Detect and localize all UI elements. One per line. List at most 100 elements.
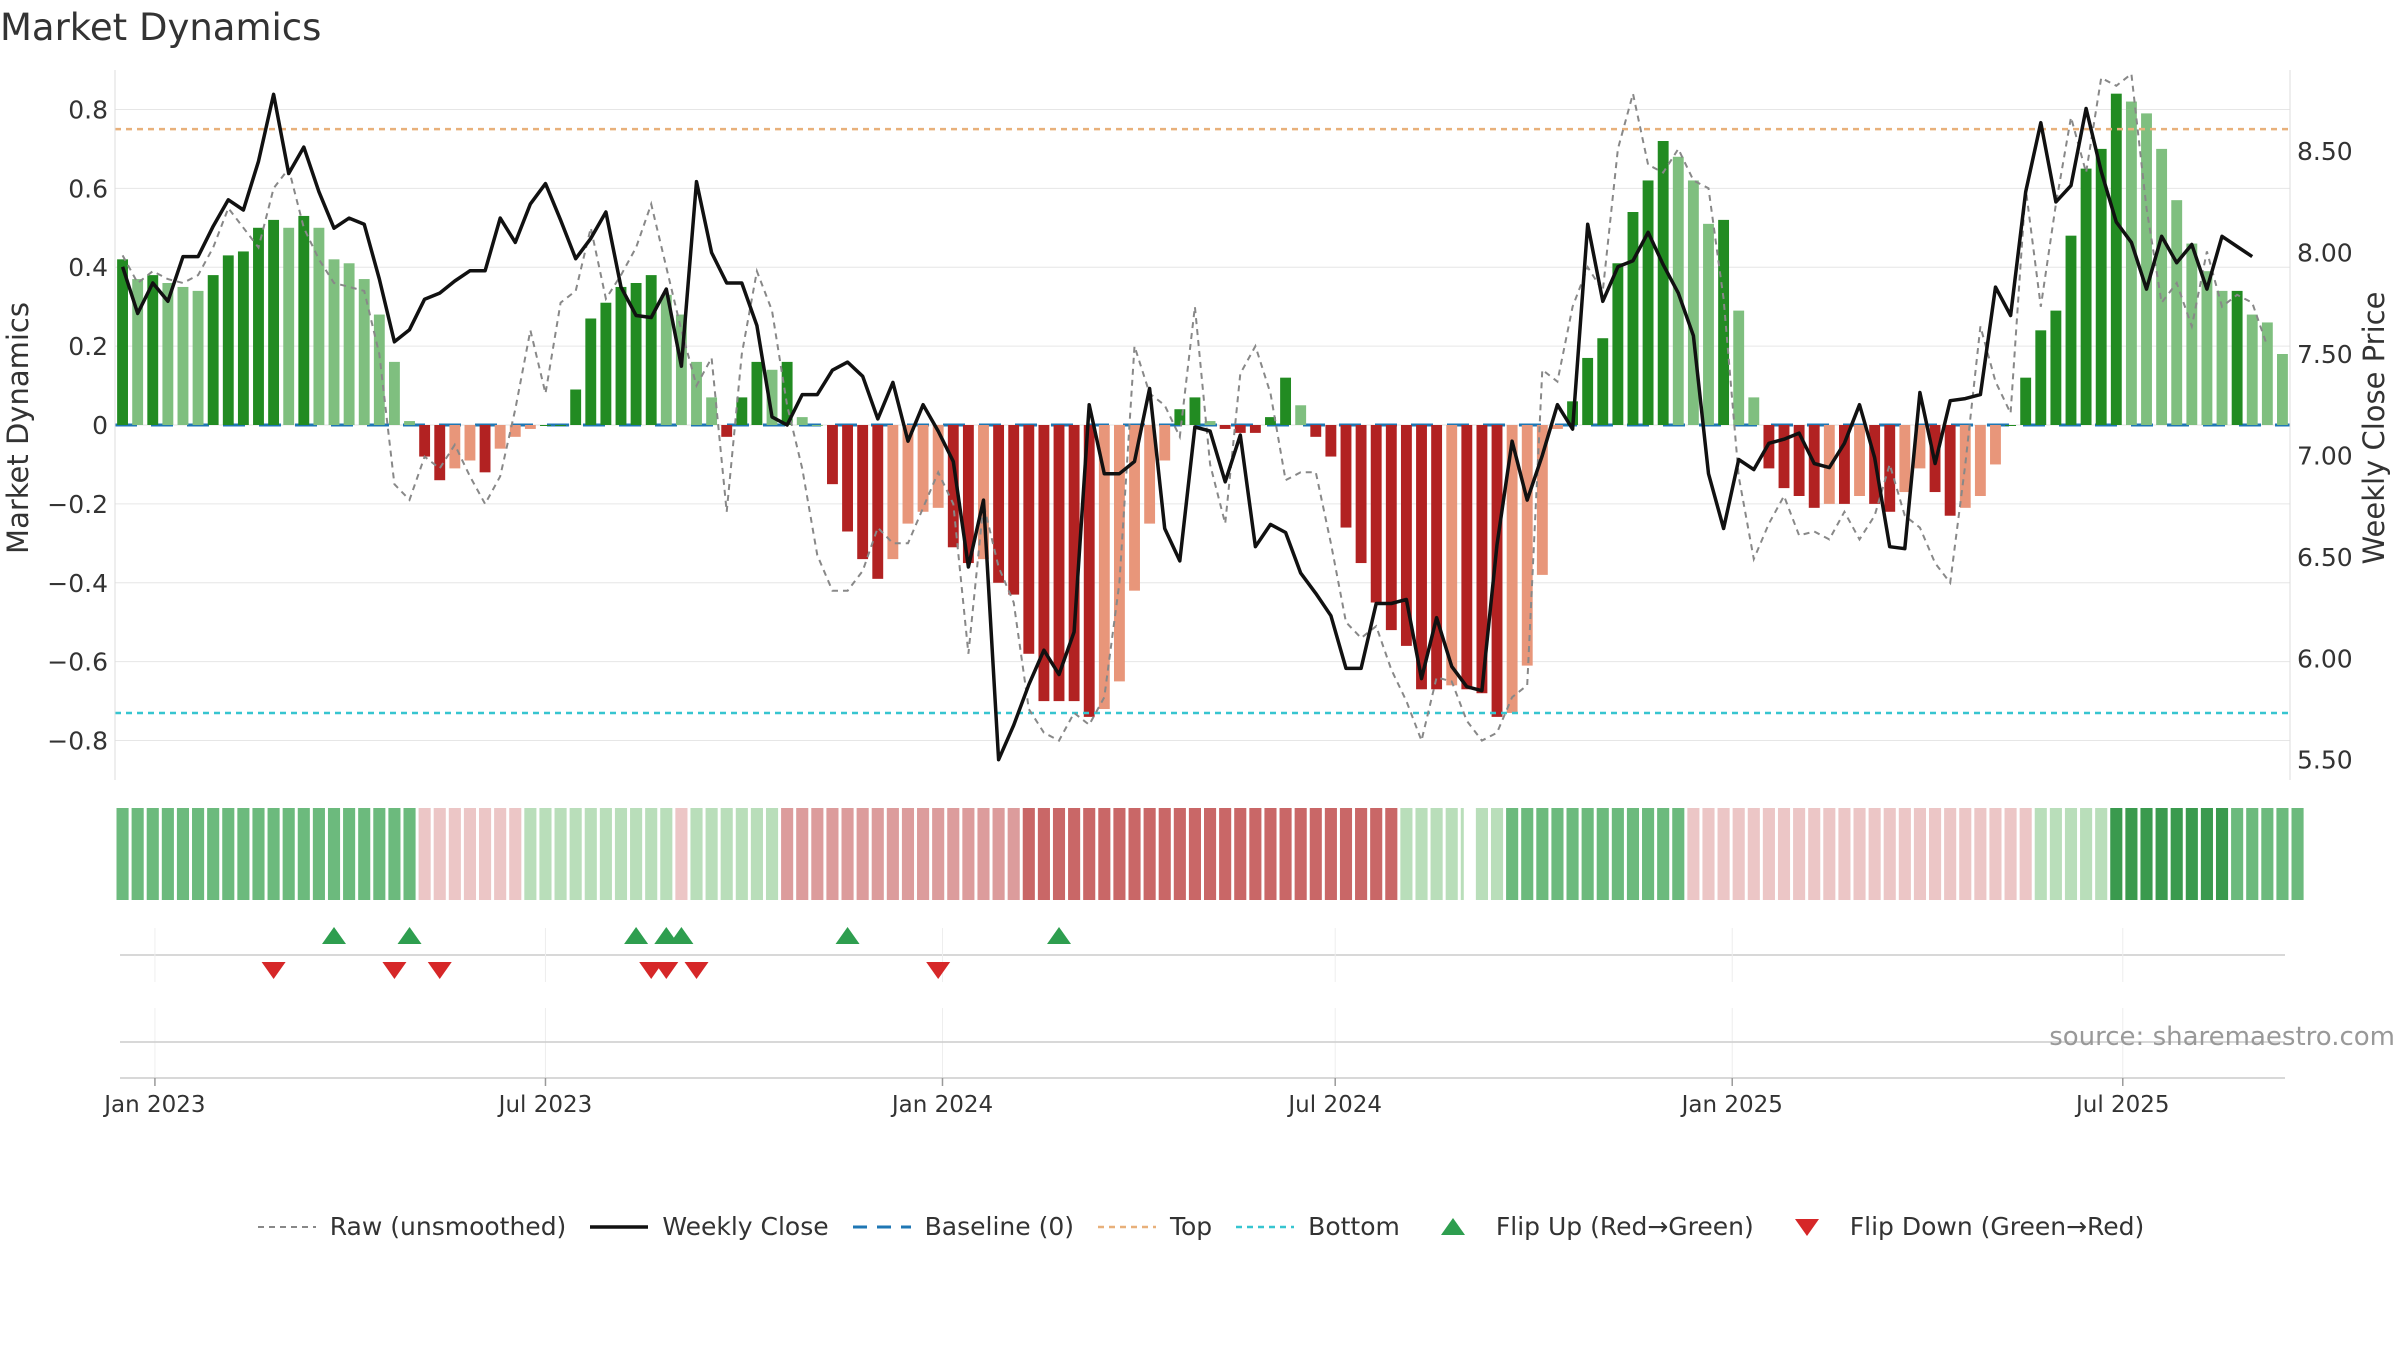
dynamics-bar bbox=[509, 425, 521, 437]
dynamics-bar bbox=[117, 259, 128, 425]
regime-cell bbox=[1596, 808, 1609, 900]
dynamics-bar bbox=[1838, 425, 1850, 504]
legend-swatch-raw bbox=[257, 1225, 316, 1228]
regime-cell bbox=[1475, 808, 1488, 900]
legend-label: Flip Down (Green→Red) bbox=[1849, 1212, 2145, 1241]
regime-cell bbox=[1913, 808, 1926, 900]
x-tick-label: Jan 2025 bbox=[1680, 1092, 1783, 1118]
regime-cell bbox=[901, 808, 915, 900]
dynamics-bar bbox=[1491, 425, 1503, 717]
dynamics-bar bbox=[253, 227, 264, 425]
dynamics-bar bbox=[1098, 425, 1110, 709]
dynamics-bar bbox=[1552, 425, 1563, 429]
regime-cell bbox=[1370, 808, 1383, 900]
regime-cell bbox=[796, 808, 809, 900]
regime-cell bbox=[1264, 808, 1277, 900]
regime-cell bbox=[1219, 808, 1232, 900]
regime-cell bbox=[2185, 808, 2198, 900]
dynamics-bar bbox=[2277, 354, 2288, 425]
regime-cell bbox=[871, 808, 884, 900]
flip-down-marker bbox=[926, 962, 951, 979]
regime-cell bbox=[917, 808, 930, 900]
regime-cell bbox=[992, 808, 1005, 900]
dynamics-bar bbox=[1083, 425, 1095, 717]
dynamics-bar bbox=[872, 425, 884, 579]
dynamics-bar bbox=[2050, 310, 2062, 425]
dynamics-bar bbox=[585, 318, 597, 425]
raw-series bbox=[121, 72, 2269, 744]
dynamics-bar bbox=[1400, 425, 1412, 646]
flip-up-marker bbox=[1047, 927, 1072, 944]
regime-cell bbox=[2034, 808, 2047, 900]
dynamics-bar bbox=[540, 425, 551, 426]
regime-cell bbox=[2215, 808, 2229, 900]
dynamics-bar bbox=[464, 425, 476, 461]
dynamics-bar bbox=[1793, 425, 1805, 496]
dynamics-bar bbox=[524, 425, 536, 429]
y-tick-label: −0.6 bbox=[47, 648, 108, 677]
legend-swatch-top bbox=[1097, 1225, 1156, 1228]
regime-cell bbox=[1853, 808, 1866, 900]
regime-cell bbox=[2125, 808, 2138, 900]
legend-item-close: Weekly Close bbox=[588, 1212, 829, 1241]
y2-tick-label: 8.50 bbox=[2297, 137, 2353, 166]
regime-cell bbox=[1929, 808, 1942, 900]
regime-cell bbox=[2170, 808, 2183, 900]
dynamics-bar bbox=[660, 294, 672, 425]
regime-cell bbox=[630, 808, 643, 900]
dynamics-bar bbox=[343, 263, 355, 425]
dynamics-bar bbox=[388, 361, 400, 425]
regime-cell bbox=[1188, 808, 1201, 900]
regime-cell bbox=[750, 808, 763, 900]
dynamics-bar bbox=[177, 286, 189, 425]
dynamics-bar bbox=[2080, 168, 2092, 425]
dynamics-bar bbox=[1657, 141, 1669, 425]
dynamics-bar bbox=[1974, 425, 1986, 496]
dynamics-bar bbox=[298, 215, 310, 425]
legend-item-bottom: Bottom bbox=[1234, 1212, 1400, 1241]
source-label: source: sharemaestro.com bbox=[2049, 1022, 2395, 1052]
dynamics-bar bbox=[811, 425, 823, 426]
flip-down-marker bbox=[654, 962, 679, 979]
dynamics-bar bbox=[2171, 200, 2183, 425]
dynamics-bar bbox=[570, 389, 582, 425]
regime-cell bbox=[176, 808, 190, 900]
legend-swatch-flip-down bbox=[1794, 1218, 1819, 1236]
regime-cell bbox=[1279, 808, 1292, 900]
dynamics-bar bbox=[2035, 330, 2047, 425]
regime-cell bbox=[675, 808, 688, 900]
regime-cell bbox=[1068, 808, 1081, 900]
legend-marker bbox=[1440, 1217, 1465, 1235]
dynamics-bar bbox=[1416, 425, 1427, 690]
flip-down-marker bbox=[684, 962, 709, 979]
legend-marker bbox=[1794, 1218, 1819, 1236]
regime-cell bbox=[403, 808, 416, 900]
regime-cell bbox=[735, 808, 748, 900]
regime-cell bbox=[146, 808, 159, 900]
regime-cell bbox=[1204, 808, 1217, 900]
regime-cell bbox=[418, 808, 431, 900]
legend-swatch-baseline bbox=[852, 1225, 911, 1228]
flip-up-marker bbox=[669, 927, 694, 944]
dynamics-bar bbox=[313, 227, 325, 425]
regime-cell bbox=[2200, 808, 2213, 900]
dynamics-bar bbox=[1778, 425, 1790, 489]
y-axis-label: Market Dynamics bbox=[1, 302, 35, 554]
regime-cell bbox=[765, 808, 779, 900]
y-tick-label: −0.2 bbox=[47, 490, 108, 519]
legend-item-flip-down: Flip Down (Green→Red) bbox=[1776, 1212, 2145, 1241]
regime-cell bbox=[312, 808, 325, 900]
regime-cell bbox=[1762, 808, 1775, 900]
regime-cell bbox=[327, 808, 341, 900]
dynamics-bar bbox=[2005, 425, 2017, 426]
regime-cell bbox=[1838, 808, 1851, 900]
axes: 0.8 0.6 0.4 0.2 0 −0.2 −0.4 −0.6 −0.8 8.50 8.00 7.5… bbox=[47, 70, 2353, 780]
regime-cell bbox=[1793, 808, 1806, 900]
dynamics-bar bbox=[1582, 357, 1594, 425]
dynamics-bar bbox=[207, 275, 219, 425]
regime-cell bbox=[1430, 808, 1443, 900]
y-tick-label: 0.6 bbox=[68, 174, 108, 203]
dynamics-bar bbox=[1748, 397, 1760, 425]
dynamics-bar bbox=[1340, 425, 1352, 528]
